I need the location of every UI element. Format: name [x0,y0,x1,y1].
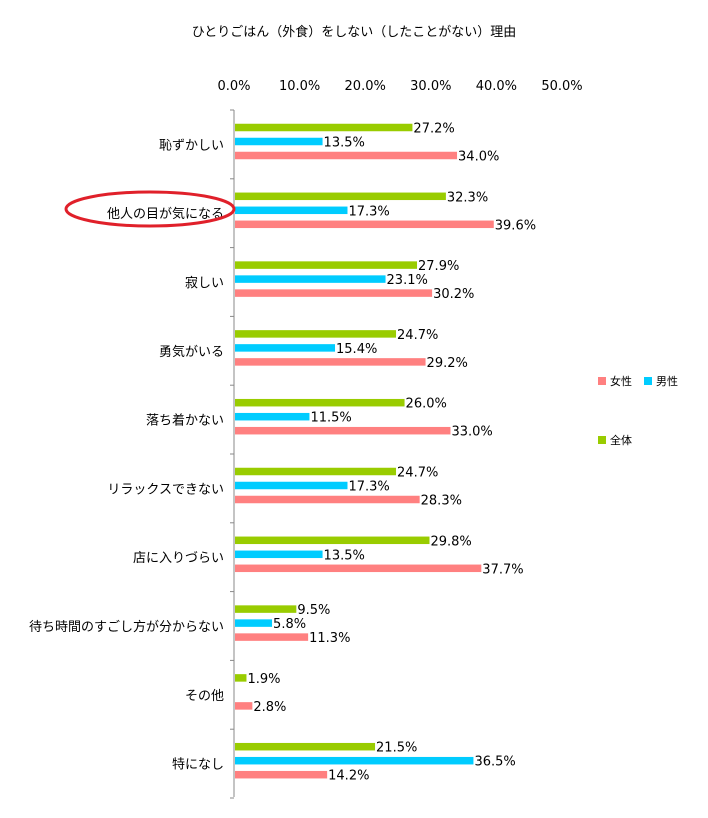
data-label: 39.6% [495,218,536,233]
bar [235,412,310,421]
legend-label: 女性 [610,374,632,388]
x-tick-label: 30.0% [410,79,451,94]
bar [235,742,376,751]
data-label: 1.9% [247,672,280,687]
data-label: 29.2% [427,356,468,371]
category-label: その他 [185,689,224,704]
legend-swatch [644,377,652,385]
data-label: 34.0% [458,150,499,165]
bar [235,619,273,627]
chart-title: ひとりごはん（外食）をしない（したことがない）理由 [192,24,517,40]
bar [235,467,397,476]
data-label: 13.5% [324,548,365,563]
category-label: 特になし [172,758,224,773]
category-label: 恥ずかしい [159,138,224,153]
bar [235,481,348,490]
category-label: 勇気がいる [159,344,224,360]
y-axis-tickmarks [230,109,234,799]
bar [235,426,451,435]
data-label: 27.2% [413,122,454,137]
legend-swatch [598,377,606,385]
data-label: 29.8% [430,534,471,549]
data-label: 24.7% [397,328,438,343]
bar [235,220,494,229]
x-tick-label: 0.0% [217,79,250,94]
bar [235,275,386,283]
bar [235,398,405,407]
x-tick-label: 50.0% [541,79,582,94]
bar [235,495,420,504]
bar [235,206,348,215]
data-label: 23.1% [387,273,428,288]
bar [235,550,323,559]
bar [235,770,328,779]
bar [235,605,297,613]
bar [235,633,309,641]
legend-label: 全体 [610,433,632,447]
bar [235,702,253,710]
data-label: 36.5% [474,755,515,770]
bar [235,330,397,338]
category-label: リラックスできない [107,482,224,497]
data-label: 33.0% [451,425,492,440]
data-label: 37.7% [482,562,523,577]
bars [235,123,494,779]
data-label: 11.3% [309,631,350,646]
data-label: 13.5% [324,136,365,151]
data-label: 2.8% [253,700,286,715]
category-label: 待ち時間のすごし方が分からない [29,619,224,635]
data-label: 9.5% [297,603,330,618]
data-label: 32.3% [447,190,488,205]
highlight-circle [64,190,236,228]
category-label: 落ち着かない [146,413,224,429]
category-label: 他人の目が気になる [107,206,224,222]
data-label: 17.3% [348,204,389,219]
data-label: 24.7% [397,466,438,481]
bar [235,289,433,297]
data-label: 5.8% [273,617,306,632]
legend-label: 男性 [656,374,678,388]
bar [235,756,474,765]
bar [235,192,446,201]
bar [235,344,336,352]
bar [235,151,458,160]
bar [235,137,323,146]
data-label: 17.3% [348,480,389,495]
x-tick-label: 10.0% [279,79,320,94]
data-label: 14.2% [328,769,369,784]
bar [235,564,482,573]
data-label: 11.5% [310,411,351,426]
data-label: 21.5% [376,741,417,756]
x-axis-ticks: 0.0% 10.0% 20.0% 30.0% 40.0% 50.0% [217,79,582,94]
category-labels: 恥ずかしい他人の目が気になる寂しい勇気がいる落ち着かないリラックスできない店に入… [29,138,224,772]
bar [235,358,426,366]
bar [235,536,430,545]
data-label: 15.4% [336,342,377,357]
data-label: 28.3% [421,494,462,509]
category-label: 店に入りづらい [133,551,224,566]
bar [235,261,418,269]
x-tick-label: 20.0% [345,79,386,94]
category-label: 寂しい [185,275,224,291]
bar [235,123,413,132]
data-label: 26.0% [406,397,447,412]
data-labels: 27.2% 32.3% 27.9% 24.7% 26.0% 24.7% 29.8% 9.5% 1… [247,122,536,784]
data-label: 27.9% [418,259,459,274]
x-tick-label: 40.0% [476,79,517,94]
data-label: 30.2% [433,287,474,302]
bar [235,674,247,682]
legend-swatch [598,436,606,444]
